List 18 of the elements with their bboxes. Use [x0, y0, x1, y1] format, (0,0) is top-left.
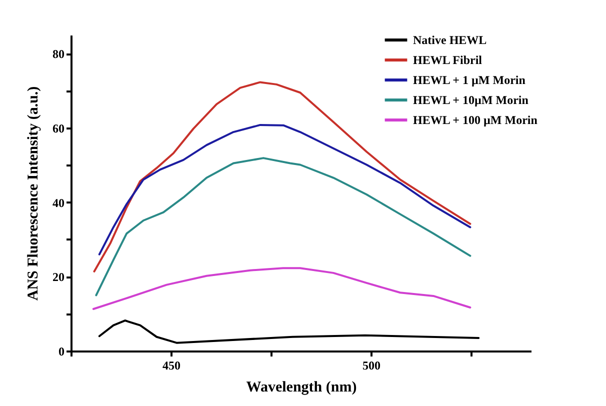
- legend-label: HEWL Fibril: [413, 53, 483, 67]
- y-tick-label: 20: [52, 270, 64, 284]
- y-tick-label: 40: [52, 196, 64, 210]
- y-tick-label: 80: [52, 47, 64, 62]
- line-series: [95, 157, 472, 296]
- line-series: [92, 267, 472, 310]
- y-tick-label: 60: [52, 121, 64, 136]
- legend-label: Native HEWL: [413, 33, 487, 47]
- legend-label: HEWL + 10µM Morin: [413, 93, 529, 107]
- legend-label: HEWL + 1 µM Morin: [413, 73, 526, 87]
- line-series: [98, 124, 472, 256]
- y-tick-label: 0: [58, 344, 64, 358]
- line-series: [98, 320, 480, 344]
- legend-label: HEWL + 100 µM Morin: [413, 113, 538, 127]
- x-tick-label: 450: [162, 358, 180, 372]
- y-axis-title: ANS Fluorescence Intensity (a.u.): [26, 86, 42, 301]
- x-axis-title: Wavelength (nm): [246, 380, 357, 396]
- x-tick-label: 500: [362, 358, 380, 372]
